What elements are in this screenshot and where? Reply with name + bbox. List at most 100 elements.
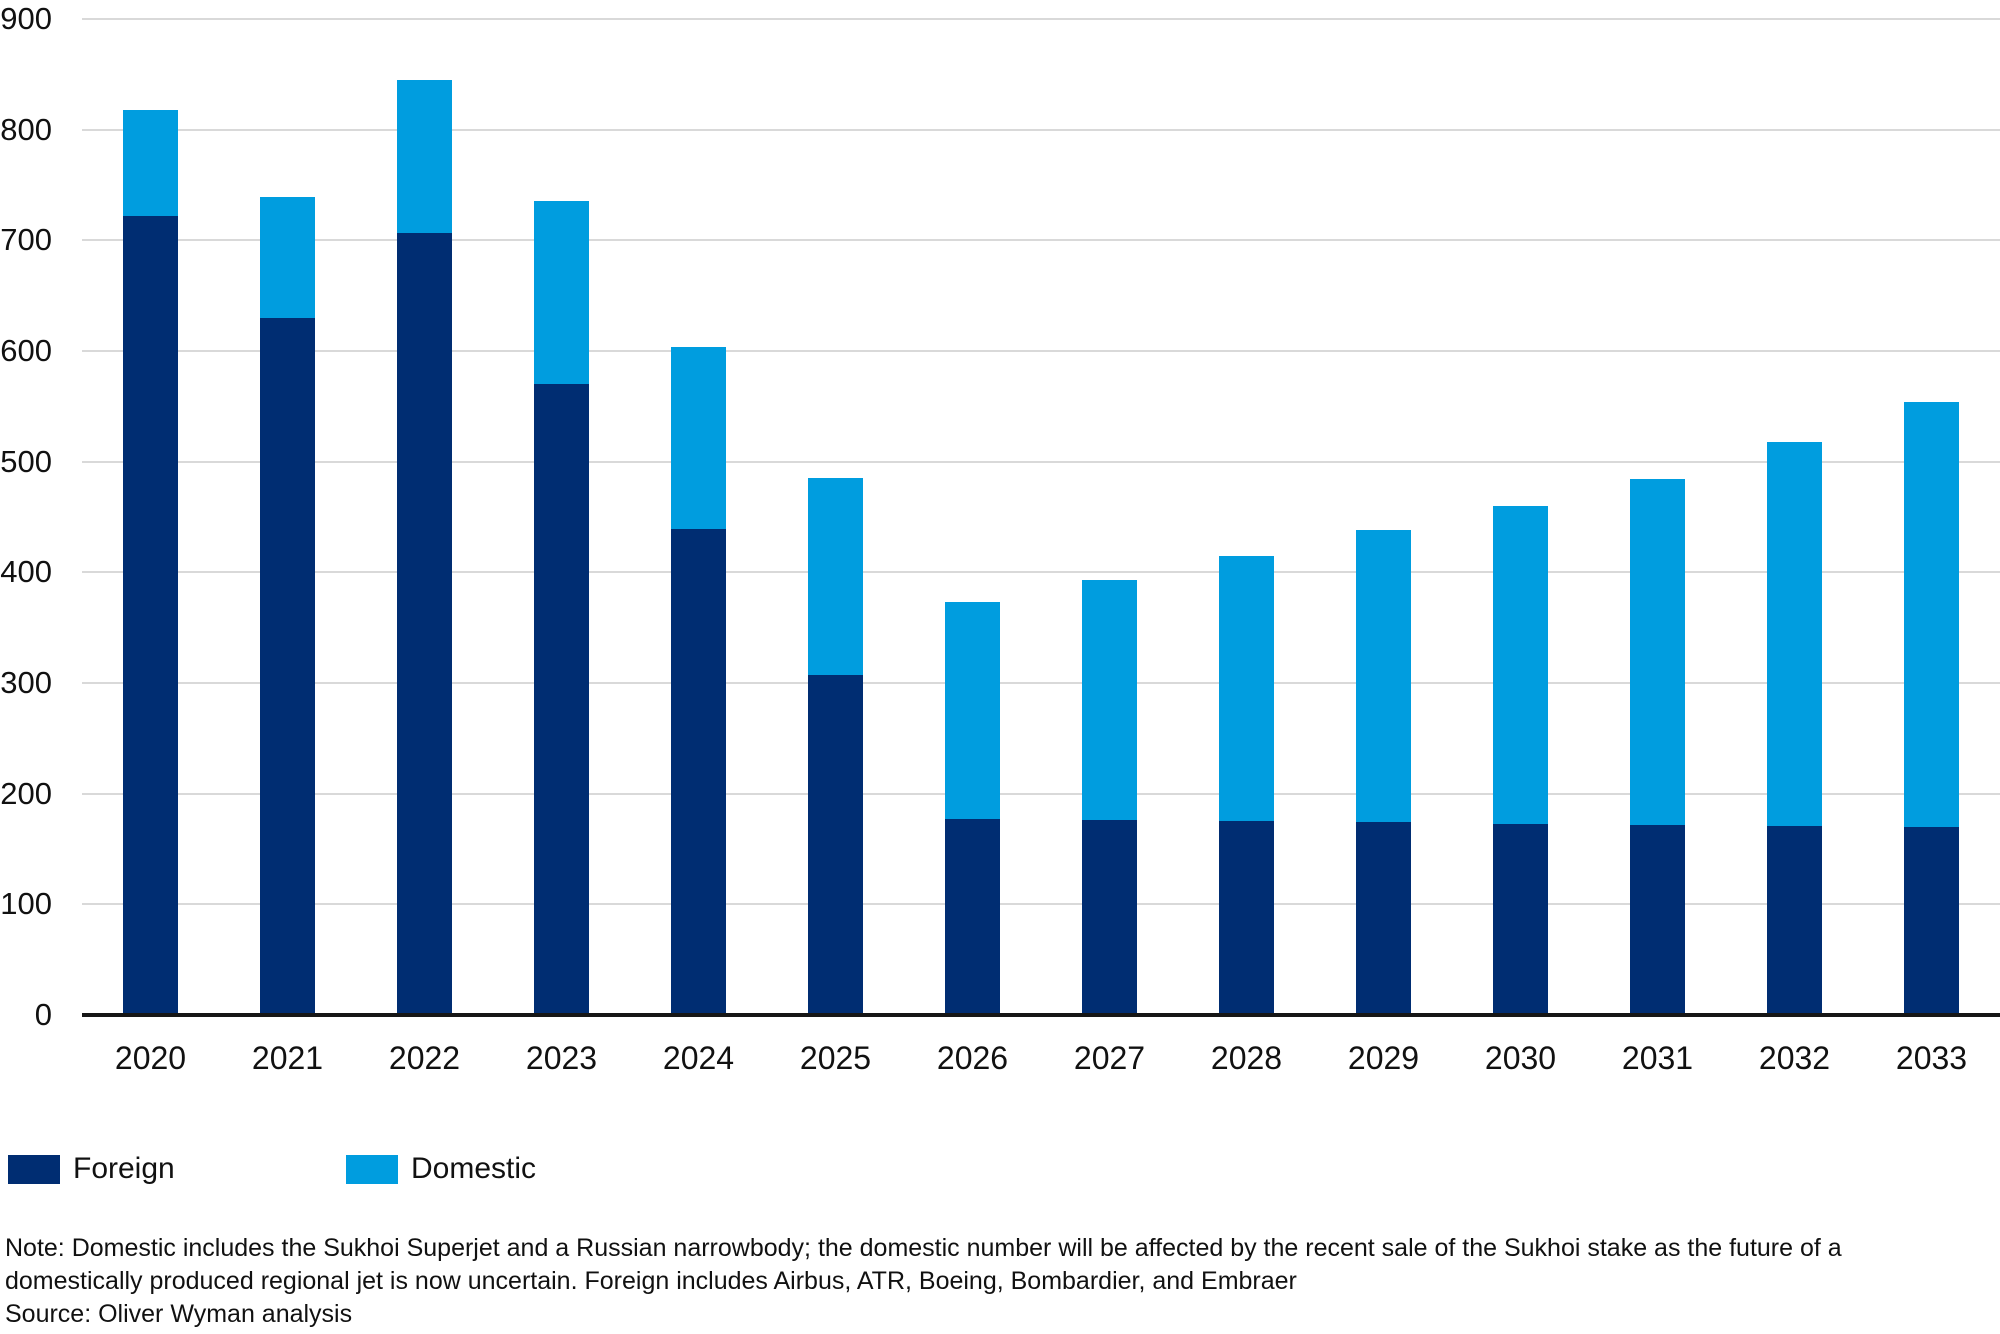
bar-segment-foreign-2024 — [671, 529, 726, 1015]
bar-segment-domestic-2026 — [945, 602, 1000, 820]
x-tick-label-2028: 2028 — [1210, 1040, 1283, 1076]
y-axis: 900 800 700 600 500 400 300 200 100 0 — [0, 1, 52, 1032]
plot-area — [82, 18, 2000, 1017]
bar-segment-domestic-2030 — [1493, 505, 1548, 824]
y-tick-label-400: 400 — [0, 554, 52, 590]
footnote: Note: Domestic includes the Sukhoi Super… — [5, 1232, 1995, 1331]
y-tick-label-300: 300 — [0, 665, 52, 700]
bar-2026 — [945, 602, 1000, 1015]
bar-column-2020 — [82, 19, 219, 1015]
bar-segment-domestic-2029 — [1356, 530, 1411, 823]
bar-segment-foreign-2030 — [1493, 823, 1548, 1015]
gridline-200 — [82, 792, 2000, 795]
y-tick-label-700: 700 — [0, 222, 52, 258]
bar-2032 — [1767, 441, 1822, 1015]
bar-2030 — [1493, 505, 1548, 1015]
note-line-2: domestically produced regional jet is no… — [5, 1267, 1297, 1295]
x-tick-label-2027: 2027 — [1073, 1040, 1146, 1076]
bar-column-2022 — [356, 19, 493, 1015]
gridline-700 — [82, 239, 2000, 242]
bar-segment-foreign-2027 — [1082, 820, 1137, 1015]
legend: Foreign Domestic — [8, 1154, 1998, 1184]
x-tick-label-2021: 2021 — [251, 1040, 324, 1076]
bar-column-2023 — [493, 19, 630, 1015]
bar-2029 — [1356, 530, 1411, 1015]
bar-column-2033 — [1863, 19, 2000, 1015]
legend-item-domestic: Domestic — [346, 1154, 536, 1184]
bar-2025 — [808, 478, 863, 1015]
bar-segment-domestic-2021 — [260, 197, 315, 318]
bar-segment-foreign-2026 — [945, 819, 1000, 1015]
bar-segment-domestic-2023 — [534, 200, 589, 385]
x-tick-label-2031: 2031 — [1621, 1040, 1694, 1076]
bar-column-2027 — [1041, 19, 1178, 1015]
x-tick-label-2033: 2033 — [1895, 1040, 1968, 1076]
bar-column-2032 — [1726, 19, 1863, 1015]
legend-swatch-domestic — [346, 1154, 398, 1184]
gridline-300 — [82, 682, 2000, 684]
bar-segment-domestic-2033 — [1904, 401, 1959, 827]
bars-container — [82, 19, 2000, 1015]
x-axis: 2020 2021 2022 2023 2024 2025 2026 2027 2028 2029… — [82, 1040, 2000, 1076]
y-tick-label-0: 0 — [34, 997, 52, 1032]
bar-column-2024 — [630, 19, 767, 1015]
bar-2023 — [534, 200, 589, 1015]
bar-segment-domestic-2031 — [1630, 479, 1685, 825]
bar-column-2028 — [1178, 19, 1315, 1015]
bar-2024 — [671, 346, 726, 1015]
y-tick-label-800: 800 — [0, 111, 52, 147]
x-tick-label-2026: 2026 — [936, 1040, 1009, 1076]
bar-segment-foreign-2020 — [123, 216, 178, 1015]
bar-segment-domestic-2024 — [671, 346, 726, 530]
bar-column-2030 — [1452, 19, 1589, 1015]
y-tick-label-500: 500 — [0, 443, 52, 479]
bar-segment-foreign-2029 — [1356, 822, 1411, 1015]
bar-segment-foreign-2028 — [1219, 821, 1274, 1015]
bar-2022 — [397, 79, 452, 1015]
bar-2027 — [1082, 580, 1137, 1015]
bar-column-2025 — [767, 19, 904, 1015]
gridline-100 — [82, 903, 2000, 906]
gridline-600 — [82, 350, 2000, 352]
gridline-500 — [82, 460, 2000, 463]
gridline-900 — [82, 18, 2000, 20]
bar-column-2031 — [1589, 19, 1726, 1015]
bar-2021 — [260, 197, 315, 1015]
x-tick-label-2032: 2032 — [1758, 1040, 1831, 1076]
bar-segment-foreign-2032 — [1767, 825, 1822, 1015]
y-tick-label-200: 200 — [0, 775, 52, 811]
x-tick-label-2023: 2023 — [525, 1040, 598, 1076]
bar-segment-domestic-2025 — [808, 478, 863, 676]
source-line: Source: Oliver Wyman analysis — [5, 1300, 353, 1328]
bar-column-2026 — [904, 19, 1041, 1015]
bar-segment-foreign-2031 — [1630, 824, 1685, 1015]
note-line-1: Note: Domestic includes the Sukhoi Super… — [5, 1234, 1842, 1262]
y-tick-label-900: 900 — [0, 1, 52, 36]
x-axis-line — [82, 1013, 2000, 1017]
bar-segment-foreign-2021 — [260, 317, 315, 1015]
x-tick-label-2022: 2022 — [388, 1040, 461, 1076]
gridline-800 — [82, 128, 2000, 131]
bar-2033 — [1904, 401, 1959, 1015]
bar-segment-domestic-2022 — [397, 79, 452, 233]
x-tick-label-2030: 2030 — [1484, 1040, 1557, 1076]
bar-segment-domestic-2027 — [1082, 580, 1137, 821]
legend-item-foreign: Foreign — [8, 1154, 175, 1184]
x-tick-label-2020: 2020 — [114, 1040, 187, 1076]
bar-2028 — [1219, 555, 1274, 1015]
x-tick-label-2024: 2024 — [662, 1040, 735, 1076]
legend-swatch-foreign — [8, 1154, 60, 1184]
bar-column-2021 — [219, 19, 356, 1015]
y-tick-label-100: 100 — [0, 886, 52, 922]
bar-column-2029 — [1315, 19, 1452, 1015]
bar-segment-foreign-2022 — [397, 232, 452, 1015]
legend-label-foreign: Foreign — [73, 1152, 175, 1185]
y-tick-label-600: 600 — [0, 333, 52, 368]
bar-segment-domestic-2028 — [1219, 555, 1274, 822]
x-tick-label-2025: 2025 — [799, 1040, 872, 1076]
gridline-400 — [82, 571, 2000, 574]
bar-segment-domestic-2032 — [1767, 441, 1822, 826]
bar-segment-foreign-2023 — [534, 384, 589, 1015]
bar-segment-foreign-2025 — [808, 675, 863, 1015]
